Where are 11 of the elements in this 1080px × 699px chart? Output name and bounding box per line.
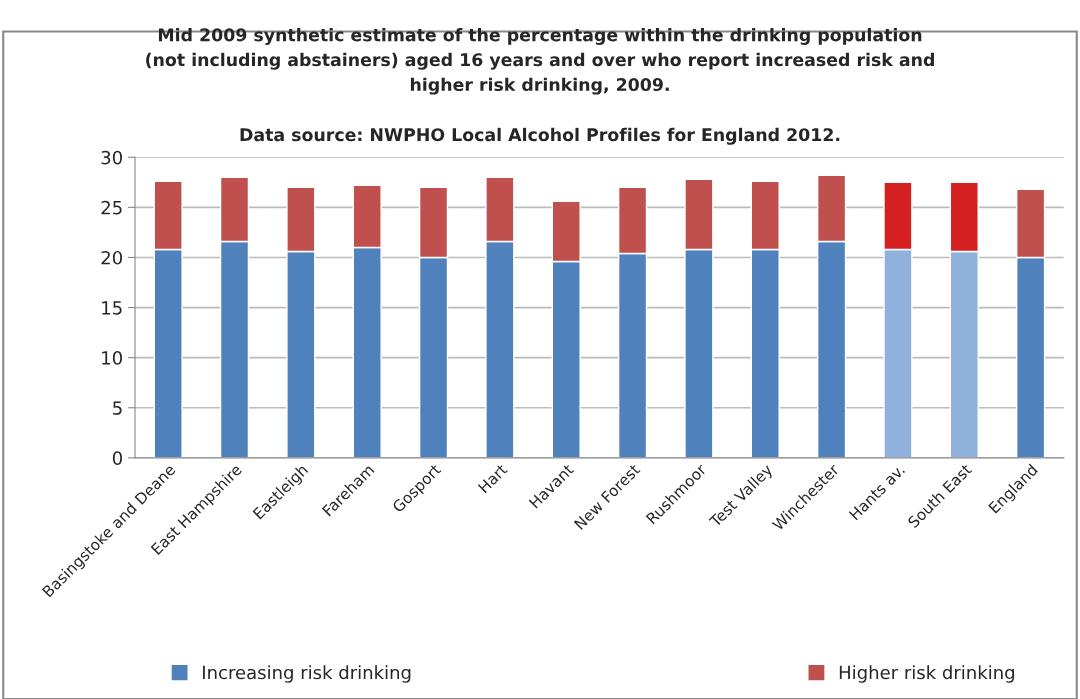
y-tick-label: 15 [102,301,122,315]
y-tick-label: 0 [112,451,122,465]
legend-label: Increasing risk drinking [203,665,411,683]
chart-title: Mid 2009 synthetic estimate of the percentage within the drinking population (not including abstainers) aged 16 years and over who report increased risk and higher risk drinking, 2009. [146,27,934,95]
y-tick-label: 5 [113,401,122,415]
legend-label: Higher risk drinking [839,665,1014,683]
y-tick-label: 10 [102,351,122,365]
y-tick-label: 20 [101,250,122,265]
chart-subtitle: Data source: NWPHO Local Alcohol Profiles for England 2012. [240,127,840,145]
y-tick-label: 25 [101,200,122,215]
y-tick-label: 30 [101,150,122,165]
